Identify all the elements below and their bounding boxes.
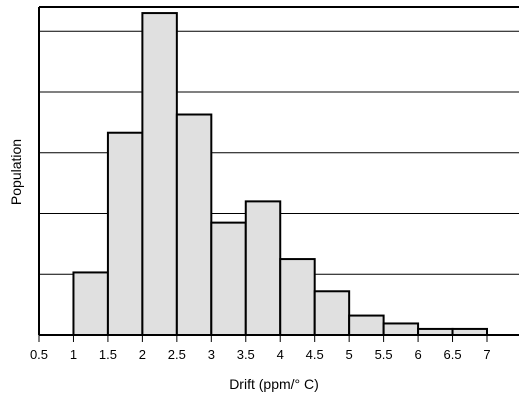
axes [38, 6, 519, 336]
histogram-bar [210, 221, 247, 336]
histogram-bar [313, 290, 351, 336]
histogram-bars [72, 12, 488, 337]
x-tick-label: 1 [70, 347, 77, 362]
x-tick-label: 2 [139, 347, 146, 362]
x-tick-labels: 0.5 1 1.5 2 2.5 3 3.5 4 4.5 5 5.5 6 6.5 7 [30, 335, 491, 362]
histogram-bar [175, 113, 213, 336]
x-tick-label: 0.5 [30, 347, 48, 362]
x-tick-label: 7 [483, 347, 490, 362]
x-tick-label: 3.5 [237, 347, 255, 362]
histogram-bar [348, 314, 385, 336]
x-axis-title: Drift (ppm/° C) [229, 376, 319, 392]
x-tick-label: 4 [277, 347, 284, 362]
histogram-bar [279, 258, 316, 336]
y-axis-title: Population [8, 139, 24, 205]
histogram-bar [382, 322, 420, 336]
x-tick-label: 1.5 [99, 347, 117, 362]
histogram-bar [141, 12, 178, 337]
histogram-bar [244, 200, 282, 336]
x-tick-label: 5.5 [375, 347, 393, 362]
x-tick-label: 6.5 [443, 347, 461, 362]
histogram-bar [106, 131, 144, 336]
x-tick-label: 2.5 [168, 347, 186, 362]
x-tick-label: 5 [346, 347, 353, 362]
x-tick-label: 3 [208, 347, 215, 362]
x-tick-label: 6 [414, 347, 421, 362]
x-tick-label: 4.5 [306, 347, 324, 362]
histogram-bar [72, 271, 109, 337]
